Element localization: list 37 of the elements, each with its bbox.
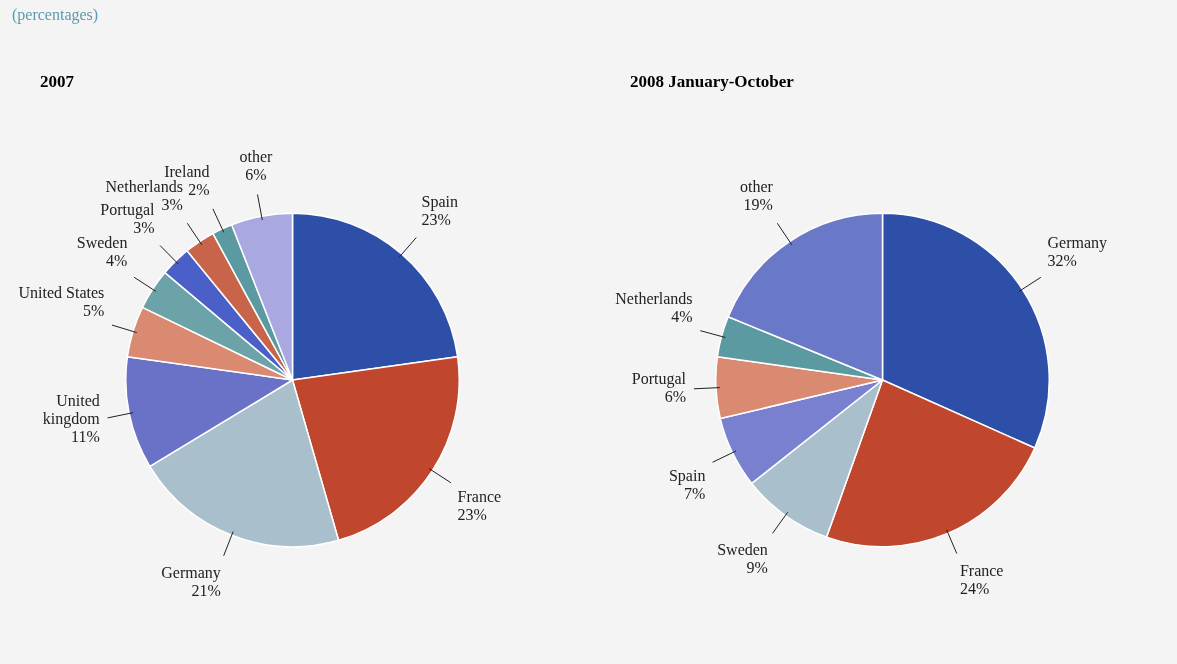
text: (percentages) <box>12 6 99 24</box>
slice-label: France <box>959 562 1004 580</box>
chart-title: 2008 January-October <box>630 72 794 92</box>
data-label: 24% <box>959 580 990 598</box>
data-label: 6% <box>664 388 686 406</box>
slice-label: Sweden <box>76 234 128 252</box>
data-label: 11% <box>71 427 100 445</box>
slice-label: other <box>740 177 774 195</box>
data-label: 2% <box>188 180 210 198</box>
slice-label: Portugal <box>631 370 687 389</box>
data-label: 5% <box>82 301 105 319</box>
slice-label: France <box>457 488 502 506</box>
chart-title: 2007 <box>40 72 74 92</box>
data-label: 23% <box>457 506 487 524</box>
slice-label: Portugal <box>100 201 156 219</box>
slice-label: United States <box>18 283 105 301</box>
data-label: 3% <box>133 219 155 236</box>
data-label: 32% <box>1047 252 1077 270</box>
data-label: 4% <box>106 252 128 270</box>
slice-label: other <box>239 147 274 165</box>
slice-label: Ireland <box>164 162 210 180</box>
slice-label: Sweden <box>717 541 768 559</box>
slice-label: United kingdom <box>42 391 101 428</box>
data-label: 9% <box>746 559 768 577</box>
slice-label: Netherlands <box>615 289 693 307</box>
slice-label: Spain <box>668 466 706 485</box>
data-label: 6% <box>245 165 267 183</box>
data-label: 23% <box>421 210 451 228</box>
data-label: 7% <box>684 484 706 502</box>
data-label: 19% <box>743 195 773 213</box>
slice-label: Germany <box>1047 234 1108 253</box>
data-label: 4% <box>671 307 693 325</box>
slice-label: Spain <box>421 192 459 211</box>
data-label: 3% <box>161 195 183 213</box>
data-label: 21% <box>191 582 221 600</box>
slice-label: Netherlands <box>105 177 183 195</box>
slice-label: Germany <box>161 564 221 583</box>
